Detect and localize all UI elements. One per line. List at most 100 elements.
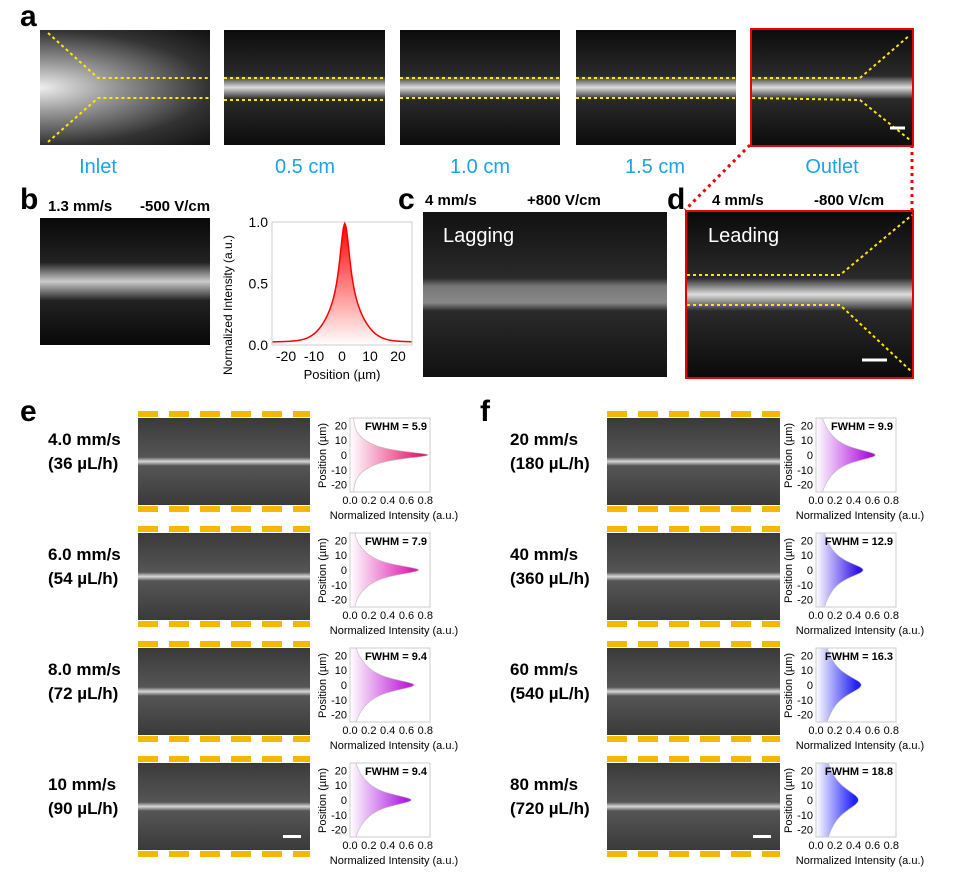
y-axis-label: Position (µm) (317, 538, 329, 603)
y-tick-label: -10 (331, 695, 347, 707)
panel-label-f: f (480, 395, 490, 428)
x-tick-label: 0.0 (342, 725, 357, 737)
speed-d: 4 mm/s (712, 192, 764, 209)
x-tick-label: 0.4 (846, 725, 861, 737)
x-tick-label: 0.6 (399, 840, 414, 852)
y-tick-label: 0 (341, 795, 347, 807)
y-tick-label: 10 (801, 550, 813, 562)
profile-area (349, 417, 429, 493)
y-tick-label: 0 (341, 450, 347, 462)
image-outlet (750, 28, 914, 147)
x-tick-label: 0.2 (827, 495, 842, 507)
panel-label-c: c (398, 183, 415, 216)
profile-area (815, 647, 862, 723)
fwhm-label: FWHM = 12.9 (825, 536, 893, 548)
electrode-bottom (607, 506, 780, 512)
y-tick-label: 10 (335, 435, 347, 447)
x-tick-label: 0.8 (884, 725, 899, 737)
plot-frame (815, 762, 897, 838)
electrode-top (138, 526, 310, 532)
profile-area (272, 223, 412, 345)
row-label: 6.0 mm/s (54 µL/h) (48, 543, 121, 591)
channel-image (138, 418, 310, 505)
x-tick-label: 0.6 (865, 495, 880, 507)
profile-chart: FWHM = 9.4 20 10 0 -10 -20 0.0 0.2 0.4 0.6 0.8 Norm… (317, 762, 458, 867)
label-leading: Leading (708, 225, 780, 247)
electrode-bottom (138, 851, 310, 857)
x-axis-label: Normalized Intensity (a.u.) (796, 740, 924, 752)
x-tick-label: 0.2 (361, 610, 376, 622)
x-tick-label: 0.0 (342, 840, 357, 852)
electrode-top (607, 411, 780, 417)
channel-image (607, 418, 780, 505)
profile-chart: FWHM = 9.4 20 10 0 -10 -20 0.0 0.2 0.4 0.6 0.8 Norm… (317, 647, 458, 752)
x-tick-label: 0.0 (342, 610, 357, 622)
y-tick-label: 10 (335, 665, 347, 677)
speed-label: 4.0 mm/s (48, 430, 121, 449)
electrode-top (138, 411, 310, 417)
speed-label: 6.0 mm/s (48, 545, 121, 564)
x-axis-label: Normalized Intensity (a.u.) (796, 855, 924, 867)
speed-label: 40 mm/s (510, 545, 579, 564)
x-tick-label: 0.2 (827, 725, 842, 737)
speed-label: 60 mm/s (510, 660, 579, 679)
y-tick-label: 20 (801, 535, 813, 547)
flow-rate-label: (720 µL/h) (510, 799, 590, 818)
channel-image (138, 648, 310, 735)
x-tick-label: 10 (362, 348, 378, 364)
field-d: -800 V/cm (814, 192, 885, 209)
fwhm-label: FWHM = 7.9 (365, 536, 427, 548)
fwhm-label: FWHM = 5.9 (365, 421, 427, 433)
x-tick-label: 0.4 (380, 725, 395, 737)
plot-frame (349, 532, 431, 608)
x-tick-label: 0.0 (808, 840, 823, 852)
panel-label-b: b (20, 183, 39, 216)
y-tick-label: -10 (797, 810, 813, 822)
y-tick-label: -20 (331, 480, 347, 492)
x-tick-label: 0.8 (884, 495, 899, 507)
electrode-bottom (138, 736, 310, 742)
speed-b: 1.3 mm/s (48, 198, 113, 215)
panel-label-a: a (20, 0, 37, 33)
profile-chart: FWHM = 16.3 20 10 0 -10 -20 0.0 0.2 0.4 0.6 0.8 Nor… (783, 647, 924, 752)
x-axis-label: Normalized Intensity (a.u.) (330, 855, 458, 867)
caption-outlet: Outlet (805, 156, 859, 178)
y-tick-label: -10 (331, 580, 347, 592)
image-1-5cm (576, 30, 736, 145)
x-tick-label: 0.8 (418, 610, 433, 622)
profile-area (815, 762, 859, 838)
x-tick-label: 0.6 (865, 725, 880, 737)
y-axis-label: Position (µm) (783, 423, 795, 488)
y-tick-label: 0 (341, 565, 347, 577)
x-tick-label: 0.4 (846, 840, 861, 852)
y-axis-label: Position (µm) (783, 768, 795, 833)
flow-rate-label: (36 µL/h) (48, 454, 119, 473)
fwhm-label: FWHM = 9.4 (365, 766, 428, 778)
plot-frame (271, 221, 413, 346)
y-tick-label: -10 (797, 695, 813, 707)
plot-frame (815, 647, 897, 723)
scale-bar (283, 835, 301, 838)
channel-image (607, 763, 780, 850)
x-tick-label: 0 (338, 348, 346, 364)
y-tick-label: -20 (797, 480, 813, 492)
profile-chart: FWHM = 12.9 20 10 0 -10 -20 0.0 0.2 0.4 0.6 0.8 Nor… (783, 532, 924, 637)
channel-image (138, 533, 310, 620)
x-tick-label: 20 (390, 348, 406, 364)
x-tick-label: 0.6 (399, 610, 414, 622)
y-tick-label: 0 (807, 795, 813, 807)
y-axis-label: Position (µm) (783, 653, 795, 718)
y-axis-label: Position (µm) (317, 653, 329, 718)
y-tick-label: 20 (335, 650, 347, 662)
x-axis-label: Position (µm) (304, 367, 381, 382)
x-tick-label: 0.0 (808, 725, 823, 737)
y-tick-label: -20 (331, 825, 347, 837)
x-axis-label: Normalized Intensity (a.u.) (796, 510, 924, 522)
flow-rate-label: (72 µL/h) (48, 684, 119, 703)
y-tick-label: -20 (331, 710, 347, 722)
y-tick-label: 20 (335, 535, 347, 547)
electrode-bottom (607, 851, 780, 857)
y-tick-label: 20 (801, 765, 813, 777)
electrode-top (607, 756, 780, 762)
y-tick-label: 10 (801, 780, 813, 792)
